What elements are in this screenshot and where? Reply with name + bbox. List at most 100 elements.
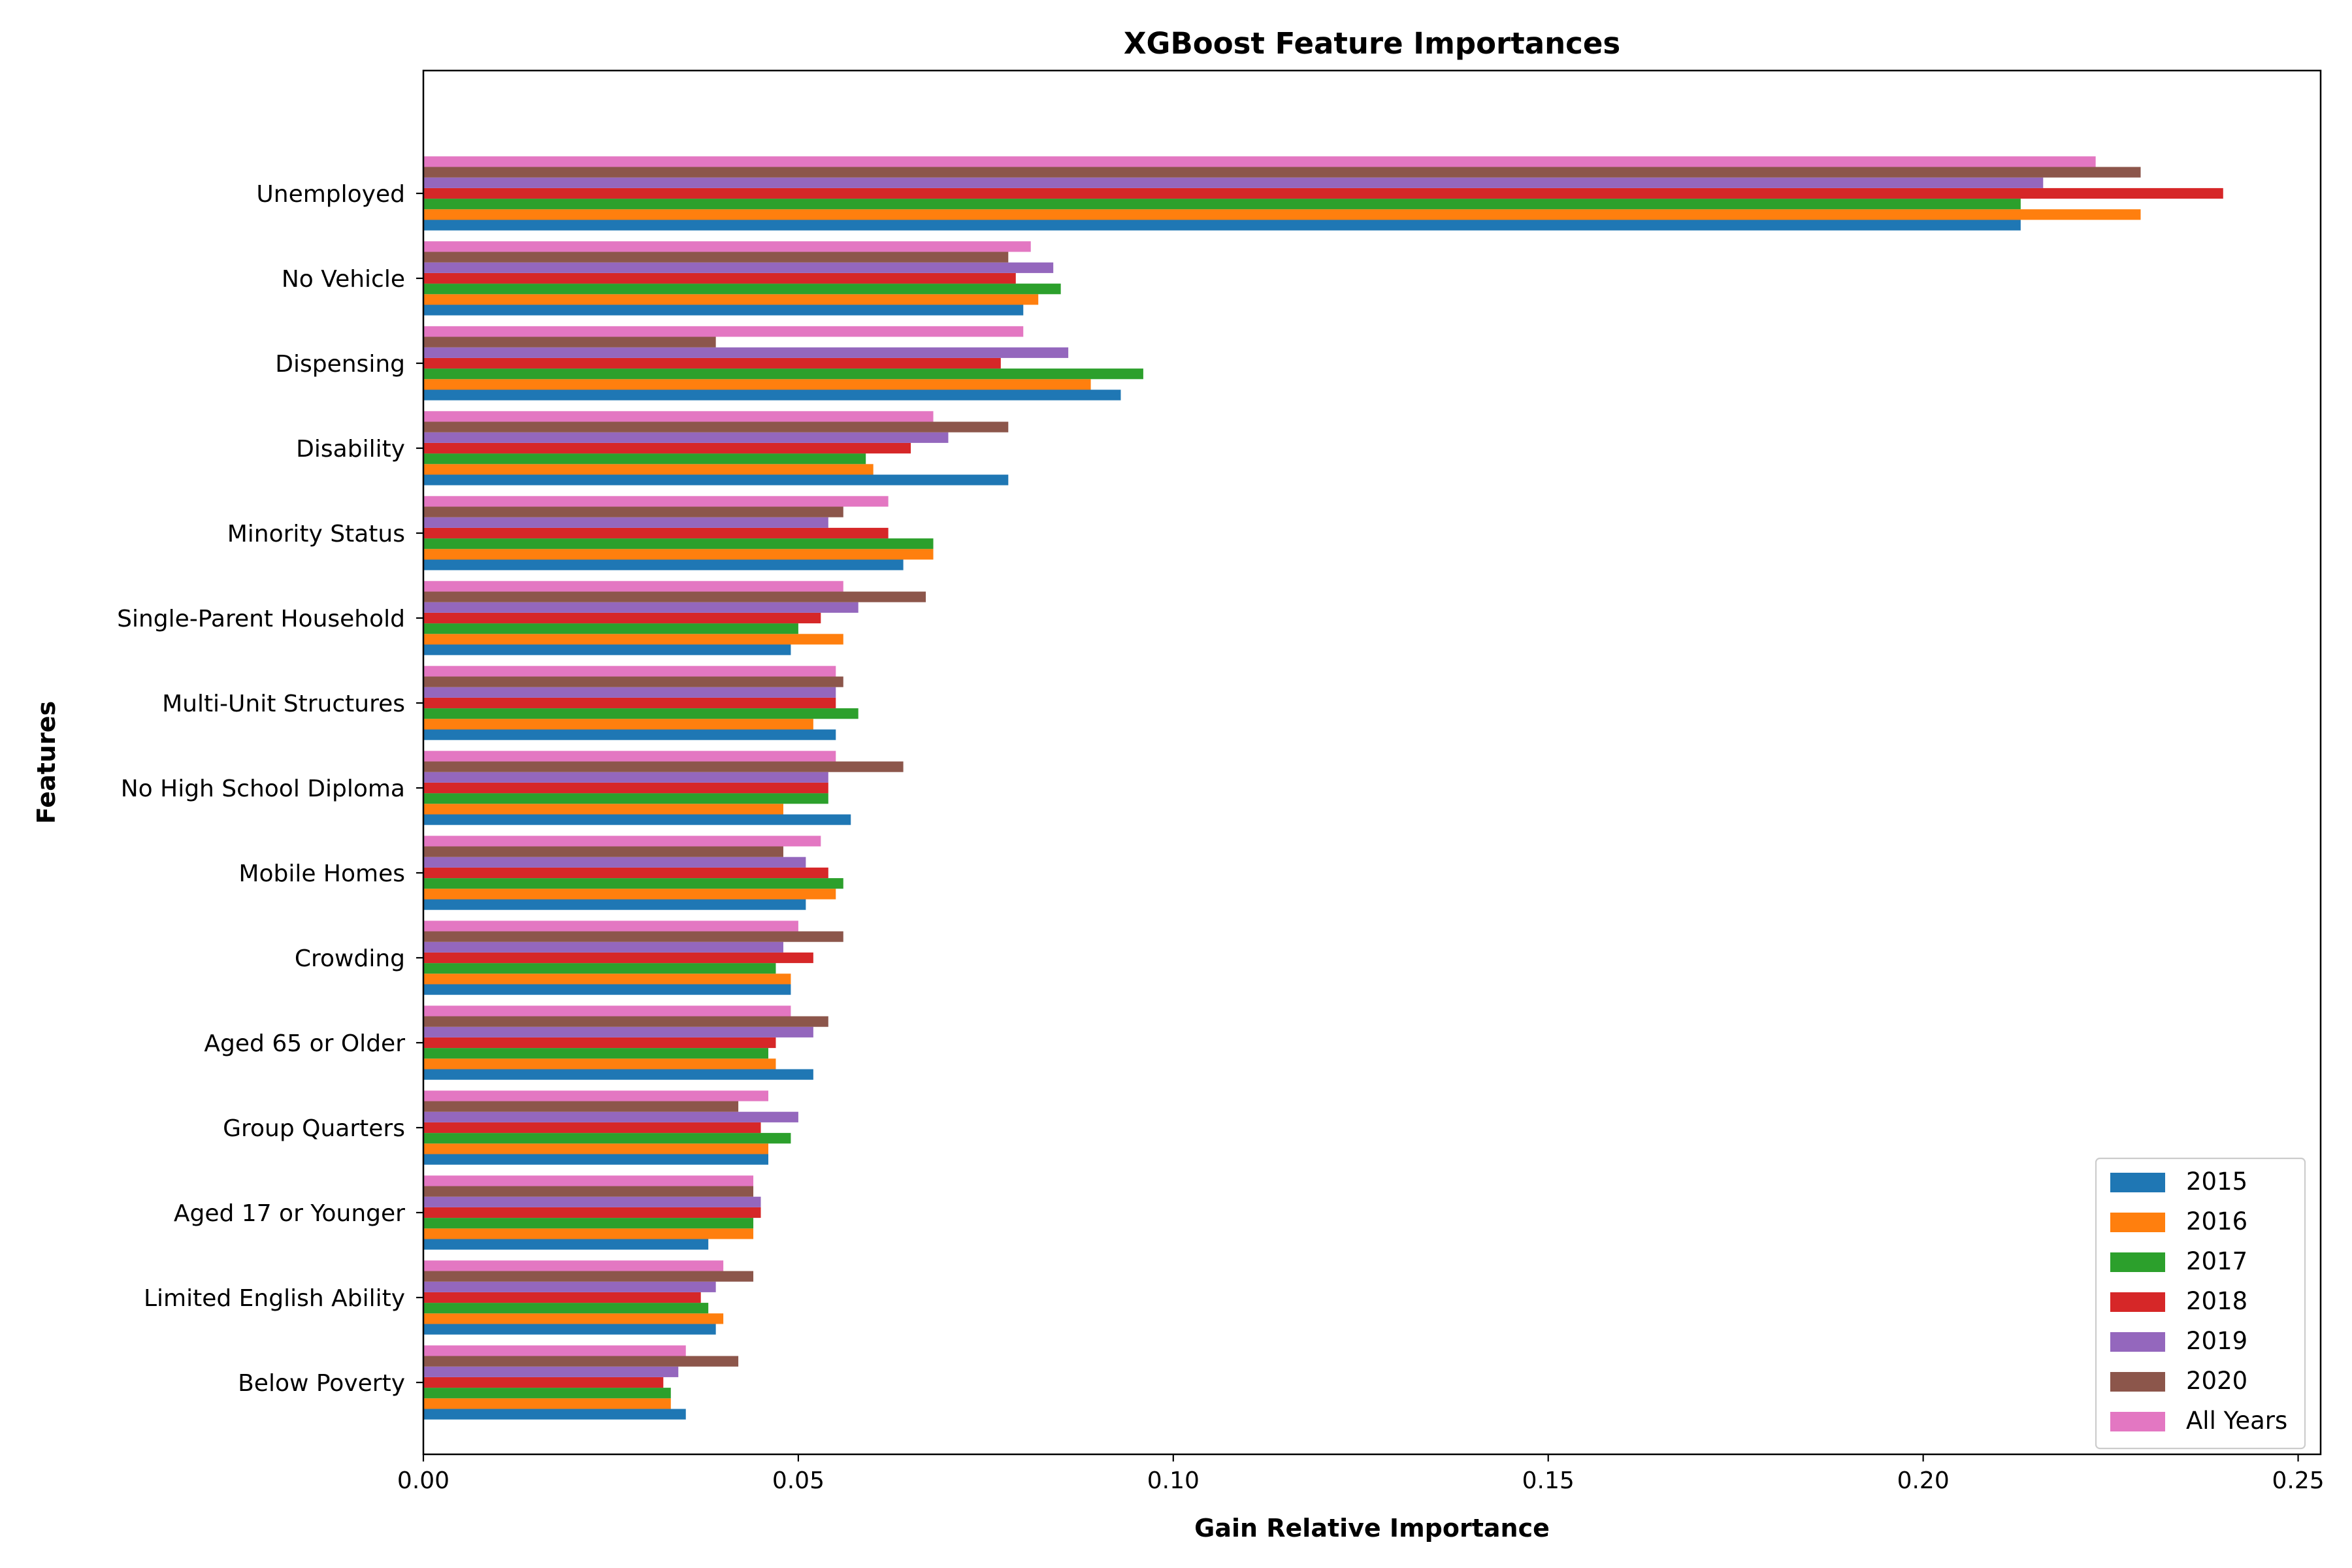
bar-2016-aged-65-or-older [423,1058,776,1070]
y-axis-ticks: Unemployed No Vehicle Dispensing Disability… [117,181,423,1397]
y-tick-label: Below Poverty [238,1370,405,1397]
plot-frame [422,69,2322,1456]
bar-2016-limited-english-ability [423,1313,724,1324]
legend-label: 2016 [2186,1207,2247,1235]
bar-2017-multi-unit-structures [423,708,858,719]
bar-2018-multi-unit-structures [423,697,836,709]
legend-swatch [2110,1173,2165,1192]
bar-all-years-dispensing [423,326,1024,337]
bar-2019-limited-english-ability [423,1281,716,1292]
bar-2020-aged-65-or-older [423,1016,828,1027]
bar-2016-minority-status [423,549,934,560]
x-axis-ticks: 0.00 0.05 0.10 0.15 0.20 0.25 [397,1454,2325,1494]
bar-2015-mobile-homes [423,899,806,910]
bar-2017-limited-english-ability [423,1303,709,1314]
bar-2018-single-parent-household [423,612,821,624]
bar-2017-single-parent-household [423,623,798,634]
bar-2016-unemployed [423,209,2141,220]
bar-2020-disability [423,421,1009,433]
bar-2019-aged-17-or-younger [423,1196,761,1207]
legend-label: 2018 [2186,1287,2247,1315]
bar-all-years-aged-17-or-younger [423,1175,754,1186]
bar-2015-crowding [423,984,791,995]
legend-swatch [2110,1412,2165,1431]
bar-2020-minority-status [423,506,843,517]
y-tick-label: Aged 17 or Younger [174,1200,405,1227]
bar-all-years-mobile-homes [423,836,821,847]
bar-2019-disability [423,432,949,443]
bar-2018-disability [423,442,911,454]
bar-2018-aged-17-or-younger [423,1207,761,1218]
bar-2015-aged-65-or-older [423,1069,813,1080]
bar-2018-no-high-school-diploma [423,782,828,794]
bar-2020-no-high-school-diploma [423,761,904,772]
bar-2015-no-high-school-diploma [423,814,851,825]
bar-2016-no-high-school-diploma [423,804,783,815]
legend-label: All Years [2186,1407,2287,1435]
bar-2015-dispensing [423,389,1121,400]
bar-2016-multi-unit-structures [423,719,813,730]
bar-2016-single-parent-household [423,634,843,645]
bar-2017-no-high-school-diploma [423,793,828,804]
bar-2015-multi-unit-structures [423,729,836,740]
x-tick-label: 0.00 [397,1467,449,1494]
y-tick-label: Dispensing [275,351,405,378]
bar-2017-aged-17-or-younger [423,1218,754,1229]
bar-2018-crowding [423,952,813,964]
bar-2017-minority-status [423,538,934,549]
legend-swatch [2110,1213,2165,1232]
bar-2015-group-quarters [423,1154,768,1165]
bar-2018-aged-65-or-older [423,1037,776,1049]
bar-2015-single-parent-household [423,644,791,655]
legend-label: 2015 [2186,1168,2247,1196]
bar-all-years-unemployed [423,156,2096,167]
legend-label: 2017 [2186,1247,2247,1275]
bar-2020-mobile-homes [423,846,783,857]
y-tick-label: Single-Parent Household [117,606,405,632]
bar-2016-aged-17-or-younger [423,1228,754,1239]
bar-all-years-aged-65-or-older [423,1005,791,1017]
y-tick-label: Mobile Homes [238,860,405,887]
bar-2016-group-quarters [423,1143,768,1154]
bar-all-years-minority-status [423,496,889,507]
x-tick-label: 0.10 [1147,1467,1200,1494]
legend-swatch [2110,1332,2165,1352]
bar-2016-no-vehicle [423,294,1039,305]
bar-2018-mobile-homes [423,867,828,879]
bar-2018-dispensing [423,357,1001,369]
y-tick-label: Aged 65 or Older [204,1030,405,1057]
bar-2017-no-vehicle [423,284,1061,295]
bar-2015-minority-status [423,559,904,570]
x-tick-label: 0.15 [1522,1467,1575,1494]
y-tick-label: Crowding [295,945,405,972]
y-tick-label: No High School Diploma [121,776,405,802]
bar-all-years-limited-english-ability [423,1260,724,1271]
bar-2015-below-poverty [423,1409,686,1420]
bar-2019-below-poverty [423,1366,679,1377]
bar-all-years-below-poverty [423,1345,686,1356]
bar-2016-mobile-homes [423,889,836,900]
bar-all-years-multi-unit-structures [423,666,836,677]
bar-2017-unemployed [423,199,2021,210]
legend-label: 2020 [2186,1367,2247,1395]
bar-2018-minority-status [423,527,889,539]
bar-2016-disability [423,464,874,475]
bar-group [423,156,2223,1420]
y-tick-label: Unemployed [256,181,405,208]
legend-swatch [2110,1252,2165,1272]
bar-2020-aged-17-or-younger [423,1186,754,1197]
bar-2019-mobile-homes [423,857,806,868]
bar-2019-no-high-school-diploma [423,772,828,783]
bar-2019-group-quarters [423,1111,798,1122]
bar-2016-dispensing [423,379,1091,390]
bar-2019-single-parent-household [423,602,858,613]
y-tick-label: Minority Status [227,521,405,547]
y-tick-label: Limited English Ability [144,1285,405,1312]
bar-2016-below-poverty [423,1398,671,1409]
bar-2018-unemployed [423,188,2223,199]
bar-all-years-single-parent-household [423,581,843,592]
bar-2017-crowding [423,963,776,974]
bar-2020-no-vehicle [423,252,1009,263]
